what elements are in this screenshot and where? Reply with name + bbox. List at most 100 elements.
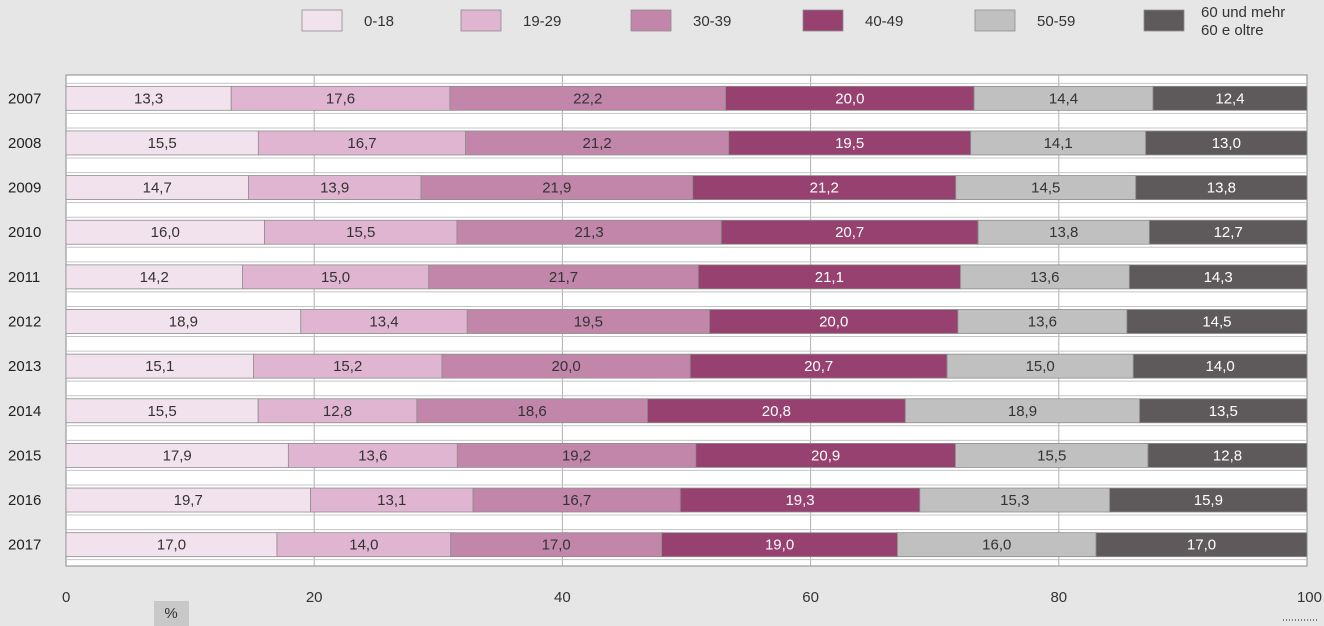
y-tick-label: 2016 (8, 492, 41, 509)
bar-segment-2008-5 (1145, 130, 1308, 156)
bar-value-label: 16,7 (562, 492, 591, 509)
bar-value-label: 15,0 (1026, 358, 1055, 375)
y-tick-label: 2009 (8, 180, 41, 197)
bar-value-label: 14,2 (140, 269, 169, 286)
legend-swatch (1143, 9, 1185, 32)
bars: 13,3 17,6 22,2 20,0 14,4 12,4 15,5 16,7 21,2 19,5… (65, 82, 1308, 561)
bar-value-label: 21,9 (542, 180, 571, 197)
bar-value-label: 19,0 (765, 537, 794, 554)
bar-value-label: 19,2 (562, 447, 591, 464)
bar-value-label: 14,3 (1204, 269, 1233, 286)
bar-segment-2007-5 (1152, 85, 1308, 111)
bar-value-label: 17,6 (326, 90, 355, 107)
bar-segment-2014-3 (647, 398, 906, 424)
bar-value-label: 18,9 (169, 314, 198, 331)
bar-value-label: 18,6 (518, 403, 547, 420)
bar-value-label: 13,0 (1212, 135, 1241, 152)
legend-label: 0-18 (364, 13, 394, 30)
bar-segment-2008-1 (257, 130, 467, 156)
bar-value-label: 13,6 (358, 447, 387, 464)
bar-value-label: 13,6 (1028, 314, 1057, 331)
bar-segment-2015-5 (1147, 443, 1308, 468)
bar-segment-2014-5 (1139, 398, 1308, 424)
bar-value-label: 13,4 (369, 314, 398, 331)
bar-segment-2012-2 (466, 309, 710, 334)
legend-label: 60 und mehr (1201, 4, 1285, 21)
bar-segment-2012-3 (709, 309, 959, 334)
bar-value-label: 12,4 (1215, 90, 1244, 107)
bar-segment-2011-4 (960, 264, 1130, 290)
unit-label-box (154, 601, 189, 626)
bar-value-label: 20,0 (552, 358, 581, 375)
bar-value-label: 14,5 (1031, 180, 1060, 197)
bar-segment-2016-4 (919, 487, 1111, 513)
bar-value-label: 13,8 (1207, 180, 1236, 197)
x-tick-label: 0 (62, 589, 70, 606)
y-tick-label: 2013 (8, 358, 41, 375)
bar-value-label: 17,0 (542, 537, 571, 554)
bar-value-label: 21,3 (574, 224, 603, 241)
bar-segment-2016-3 (679, 487, 921, 513)
bar-value-label: 15,1 (145, 358, 174, 375)
bar-value-label: 15,5 (346, 224, 375, 241)
bar-segment-2013-1 (252, 353, 443, 379)
bar-segment-2011-2 (428, 264, 699, 290)
bar-segment-2012-4 (957, 309, 1128, 334)
bar-segment-2017-1 (276, 532, 452, 558)
y-tick-label: 2017 (8, 537, 41, 554)
x-tick-label: 20 (306, 589, 323, 606)
bar-segment-2016-0 (65, 487, 311, 513)
bar-segment-2013-4 (946, 353, 1134, 379)
bar-value-label: 15,0 (321, 269, 350, 286)
bar-segment-2011-5 (1128, 264, 1308, 290)
legend-swatch (974, 9, 1016, 32)
bar-segment-2010-0 (65, 219, 265, 245)
bar-value-label: 20,8 (762, 403, 791, 420)
x-axis-labels: 0 20 40 60 80 100 (62, 589, 1322, 606)
bar-value-label: 20,7 (835, 224, 864, 241)
bar-value-label: 17,9 (163, 447, 192, 464)
bar-segment-2012-0 (65, 309, 302, 334)
bar-value-label: 18,9 (1008, 403, 1037, 420)
bar-value-label: 15,5 (148, 135, 177, 152)
unit-label: % (164, 605, 177, 622)
bar-segment-2009-4 (955, 175, 1137, 200)
bar-segment-2015-0 (65, 443, 289, 468)
legend-swatch (301, 9, 343, 32)
bar-value-label: 19,5 (574, 314, 603, 331)
legend-label: 50-59 (1037, 13, 1075, 30)
bar-value-label: 16,7 (347, 135, 376, 152)
bar-value-label: 20,0 (819, 314, 848, 331)
bar-segment-2016-2 (472, 487, 681, 513)
y-axis-labels: 2007 2008 2009 2010 2011 2012 2013 2014 2015 2016… (8, 90, 41, 553)
bar-value-label: 15,5 (147, 403, 176, 420)
legend-swatch (460, 9, 502, 32)
legend-label: 40-49 (865, 13, 903, 30)
bar-value-label: 19,3 (785, 492, 814, 509)
bar-value-label: 14,0 (349, 537, 378, 554)
bar-segment-2017-4 (897, 532, 1097, 558)
bar-value-label: 19,7 (174, 492, 203, 509)
bar-segment-2009-3 (692, 175, 957, 200)
bar-segment-2007-4 (973, 85, 1154, 111)
bar-value-label: 21,1 (815, 269, 844, 286)
bar-value-label: 13,9 (320, 180, 349, 197)
bar-value-label: 13,3 (134, 90, 163, 107)
bar-value-label: 15,3 (1000, 492, 1029, 509)
bar-value-label: 17,0 (1187, 537, 1216, 554)
bar-value-label: 20,9 (811, 447, 840, 464)
bar-segment-2011-3 (697, 264, 961, 290)
bar-value-label: 21,2 (810, 180, 839, 197)
bar-value-label: 19,5 (835, 135, 864, 152)
bar-value-label: 15,5 (1037, 447, 1066, 464)
bar-value-label: 12,7 (1214, 224, 1243, 241)
bar-segment-2015-2 (456, 443, 697, 468)
bar-value-label: 14,0 (1206, 358, 1235, 375)
y-tick-label: 2012 (8, 314, 41, 331)
bar-segment-2017-5 (1095, 532, 1308, 558)
x-tick-label: 40 (554, 589, 571, 606)
bar-value-label: 16,0 (982, 537, 1011, 554)
bar-segment-2014-2 (416, 398, 648, 424)
legend-swatch (802, 9, 844, 32)
bar-segment-2015-4 (955, 443, 1149, 468)
